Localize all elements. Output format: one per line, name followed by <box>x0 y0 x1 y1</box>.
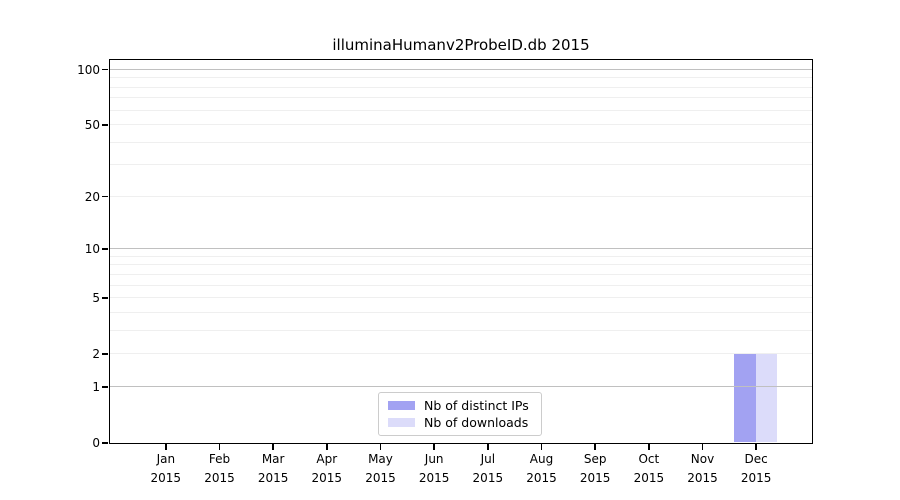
y-tick <box>102 196 108 198</box>
y-tick-label: 10 <box>84 242 100 257</box>
y-gridline-minor <box>109 195 812 197</box>
x-tick-label: Jun 2015 <box>418 452 450 485</box>
y-tick-label: 0 <box>92 436 100 450</box>
y-gridline-minor <box>109 311 812 313</box>
y-tick <box>102 353 108 355</box>
y-gridline-minor <box>109 77 812 79</box>
x-tick-label: Dec 2015 <box>740 452 772 485</box>
x-tick <box>487 444 489 450</box>
y-tick <box>102 386 108 388</box>
y-gridline-minor <box>109 97 812 99</box>
y-tick-label: 2 <box>92 347 100 362</box>
y-gridline-minor <box>109 124 812 126</box>
y-gridline-minor <box>109 297 812 299</box>
plot-area <box>108 58 813 444</box>
y-gridline-major <box>109 68 812 70</box>
bar-downloads-11 <box>755 353 778 443</box>
x-tick-label: Mar 2015 <box>257 452 289 485</box>
y-gridline-minor <box>109 255 812 257</box>
x-tick-label: Feb 2015 <box>204 452 235 485</box>
y-gridline-minor <box>109 264 812 266</box>
x-tick-label: Oct 2015 <box>633 452 665 485</box>
x-tick <box>701 444 704 450</box>
x-tick-label: Jul 2015 <box>472 452 504 485</box>
y-tick-label: 50 <box>84 118 100 133</box>
y-gridline-minor <box>109 329 812 331</box>
x-tick <box>218 444 221 450</box>
legend-swatch-distinct-ips-icon <box>388 401 415 410</box>
x-tick-label: Jan 2015 <box>150 452 182 485</box>
x-tick-label: Sep 2015 <box>579 452 611 485</box>
x-tick <box>379 444 382 450</box>
x-tick <box>648 444 650 450</box>
x-tick-label: Aug 2015 <box>526 452 557 485</box>
x-tick-label: May 2015 <box>365 452 396 485</box>
legend-item-distinct-ips: Nb of distinct IPs <box>388 398 529 413</box>
y-tick <box>102 124 108 126</box>
x-tick <box>326 444 328 450</box>
x-tick <box>594 444 596 450</box>
legend-item-downloads: Nb of downloads <box>388 415 529 430</box>
y-gridline-minor <box>109 284 812 286</box>
chart-title: illuminaHumanv2ProbeID.db 2015 <box>332 36 590 54</box>
y-tick-label: 5 <box>92 291 100 306</box>
y-tick <box>102 248 108 250</box>
x-tick <box>272 444 274 450</box>
legend-label-distinct-ips: Nb of distinct IPs <box>424 398 529 413</box>
y-gridline-major <box>109 385 812 387</box>
legend-swatch-downloads-icon <box>388 418 415 427</box>
y-gridline-minor <box>109 353 812 355</box>
x-tick-label: Nov 2015 <box>687 452 718 485</box>
y-tick <box>102 442 108 444</box>
y-tick-label: 1 <box>92 379 100 394</box>
y-gridline-minor <box>109 164 812 166</box>
x-tick <box>540 444 543 450</box>
bar-distinct-ips-11 <box>734 353 756 443</box>
legend: Nb of distinct IPs Nb of downloads <box>378 392 542 436</box>
y-tick <box>102 297 108 299</box>
x-tick-label: Apr 2015 <box>311 452 343 485</box>
y-gridline-minor <box>109 109 812 111</box>
x-tick <box>755 444 757 450</box>
y-gridline-minor <box>109 273 812 275</box>
legend-label-downloads: Nb of downloads <box>424 415 529 430</box>
y-tick-label: 20 <box>84 189 100 204</box>
x-tick <box>433 444 435 450</box>
y-gridline-minor <box>109 86 812 88</box>
y-tick <box>102 69 108 71</box>
y-tick-label: 100 <box>77 62 100 77</box>
y-gridline-minor <box>109 141 812 143</box>
x-tick <box>165 444 167 450</box>
y-gridline-major <box>109 248 812 250</box>
